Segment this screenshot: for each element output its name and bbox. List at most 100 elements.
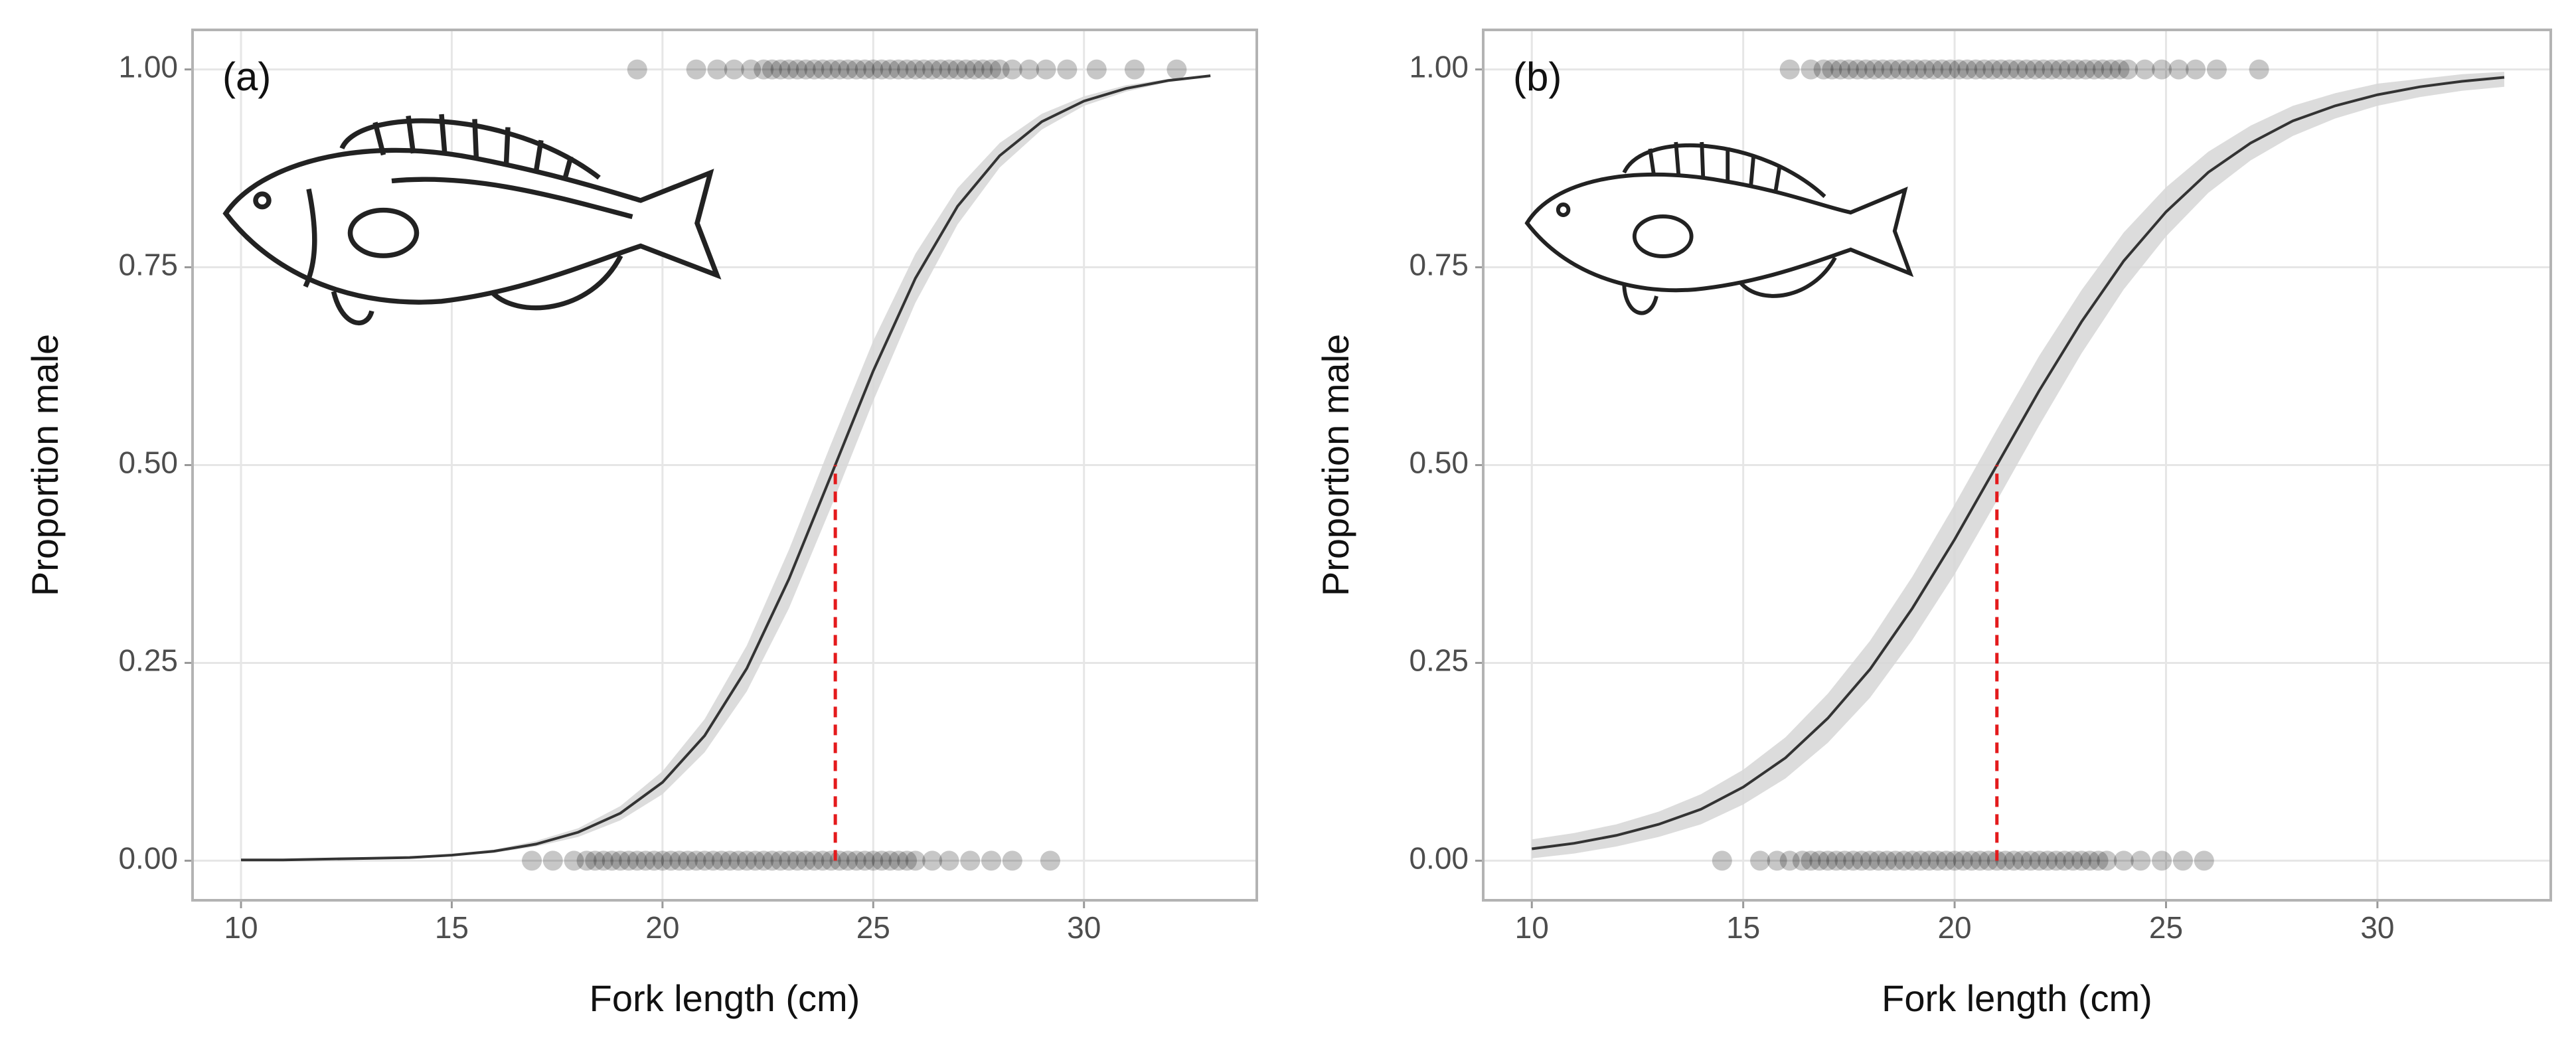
observation xyxy=(1801,59,1821,80)
observation xyxy=(1931,59,1952,80)
y-tick-label: 0.75 xyxy=(1409,248,1469,282)
observation xyxy=(1826,850,1846,871)
observation xyxy=(2206,59,2227,80)
y-axis-title: Proportion male xyxy=(24,334,66,596)
observation xyxy=(787,850,808,871)
observation xyxy=(880,59,900,80)
observation xyxy=(2084,59,2105,80)
x-tick-label: 15 xyxy=(1726,910,1760,945)
x-tick-label: 25 xyxy=(2149,910,2183,945)
observation xyxy=(813,59,833,80)
observation xyxy=(1893,850,1914,871)
observation xyxy=(2131,850,2151,871)
observation xyxy=(635,850,656,871)
observation xyxy=(964,59,985,80)
y-tick-label: 1.00 xyxy=(1409,50,1469,84)
observation xyxy=(1978,850,1999,871)
observation xyxy=(960,850,981,871)
observation xyxy=(1923,59,1944,80)
observation xyxy=(880,850,900,871)
observation xyxy=(1057,59,1078,80)
panel-a: 10 15 20 25 30 0.00 0.25 0.50 0.75 1.00 (a) Fork le… xyxy=(24,29,1258,1019)
observation xyxy=(1002,850,1022,871)
observation xyxy=(1822,59,1842,80)
observation xyxy=(1911,850,1931,871)
observation xyxy=(1830,59,1851,80)
observation xyxy=(821,59,841,80)
y-tick-label: 1.00 xyxy=(118,50,178,84)
observation xyxy=(1809,850,1830,871)
fitted-curve xyxy=(241,74,1211,862)
observation xyxy=(2092,59,2113,80)
observation xyxy=(2079,850,2100,871)
observation xyxy=(939,59,959,80)
y-tick-label: 0.25 xyxy=(118,643,178,678)
observation xyxy=(1995,850,2016,871)
observation xyxy=(2168,59,2189,80)
observation xyxy=(610,850,631,871)
observation xyxy=(2012,850,2032,871)
observation xyxy=(981,850,1002,871)
observation xyxy=(2029,850,2050,871)
observation xyxy=(2152,59,2172,80)
x-tick-label: 10 xyxy=(224,910,258,945)
observation xyxy=(2004,850,2024,871)
observation xyxy=(2118,59,2138,80)
observation xyxy=(2025,59,2046,80)
observation xyxy=(1881,59,1901,80)
observation xyxy=(838,59,858,80)
observation xyxy=(2109,59,2130,80)
x-tick-label: 15 xyxy=(435,910,469,945)
observation xyxy=(2046,850,2066,871)
observation xyxy=(1124,59,1145,80)
panel-b: 10 15 20 25 30 0.00 0.25 0.50 0.75 1.00 (b) Fork le… xyxy=(1315,29,2552,1019)
observation xyxy=(2097,850,2117,871)
y-tick-label: 0.25 xyxy=(1409,643,1469,678)
observation xyxy=(1936,850,1957,871)
observation xyxy=(922,850,943,871)
observation xyxy=(1851,850,1872,871)
observation xyxy=(829,59,850,80)
plot-border xyxy=(191,29,1258,902)
observation xyxy=(955,59,976,80)
observation xyxy=(1957,59,1978,80)
observation xyxy=(1838,59,1859,80)
observation xyxy=(2071,850,2092,871)
observation xyxy=(2042,59,2062,80)
observation xyxy=(2249,59,2269,80)
observation xyxy=(669,850,690,871)
observation xyxy=(1834,850,1855,871)
observation xyxy=(720,850,740,871)
observation xyxy=(1991,59,2012,80)
observation xyxy=(2088,850,2109,871)
observation xyxy=(888,59,909,80)
observation xyxy=(989,59,1010,80)
observation xyxy=(779,850,799,871)
observation xyxy=(1818,850,1838,871)
observation xyxy=(846,59,866,80)
observation xyxy=(711,850,732,871)
observation xyxy=(1902,850,1923,871)
observation xyxy=(602,850,622,871)
observation xyxy=(947,59,968,80)
observation xyxy=(1885,850,1905,871)
observation xyxy=(677,850,698,871)
observation xyxy=(754,59,774,80)
y-tick-label: 0.00 xyxy=(118,841,178,876)
observation xyxy=(2054,850,2075,871)
observation xyxy=(854,59,875,80)
observation xyxy=(981,59,1002,80)
plot-border xyxy=(1482,29,2552,902)
observation xyxy=(1767,850,1787,871)
observation xyxy=(2038,850,2058,871)
observation xyxy=(1945,850,1965,871)
y-tick-label: 0.50 xyxy=(118,445,178,480)
x-tick-label: 10 xyxy=(1515,910,1549,945)
observation xyxy=(871,850,892,871)
observation xyxy=(627,59,647,80)
observation xyxy=(779,59,799,80)
observation xyxy=(652,850,673,871)
y-tick-label: 0.00 xyxy=(1409,841,1469,876)
observation xyxy=(1898,59,1919,80)
x-tick-label: 20 xyxy=(645,910,679,945)
